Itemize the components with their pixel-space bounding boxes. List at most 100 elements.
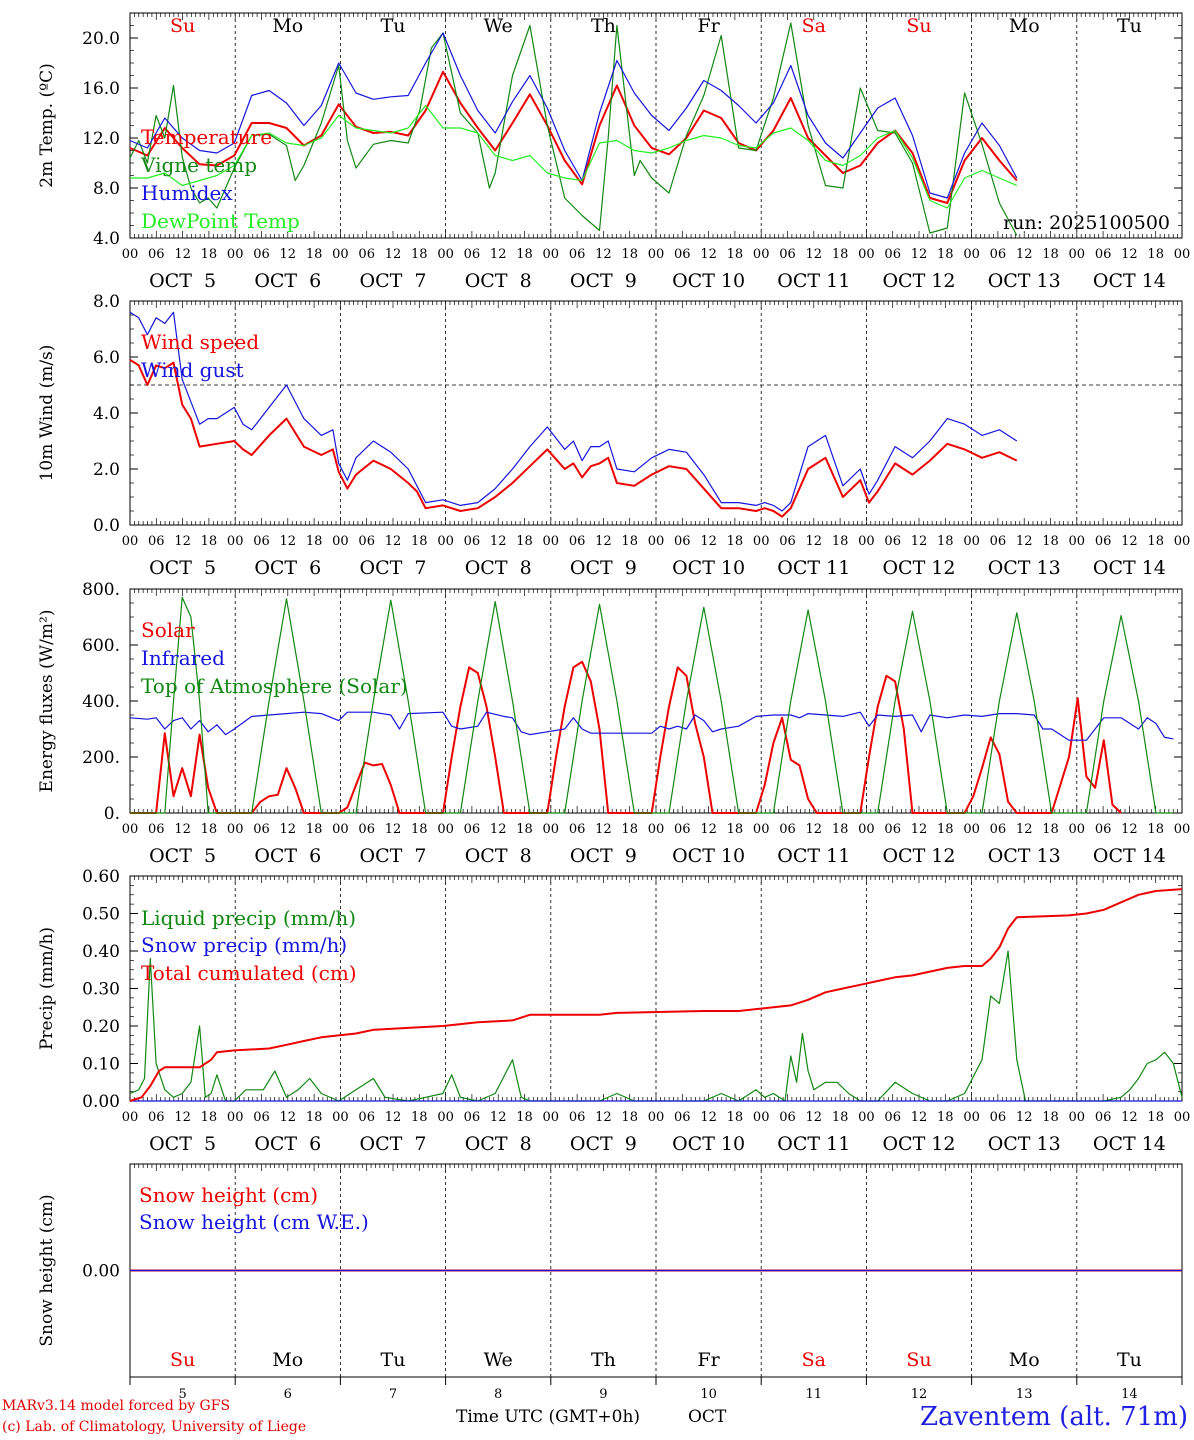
hour-tick-label: 18: [727, 822, 744, 837]
hour-tick-label: 00: [543, 247, 560, 262]
legend-entry: DewPoint Temp: [141, 209, 300, 233]
hour-tick-label: 12: [700, 247, 717, 262]
legend-entry: Wind speed: [141, 330, 259, 354]
hour-tick-label: 06: [569, 822, 586, 837]
panel-snow: 0.00 Snow height (cm) Snow height (cm) Snow…: [37, 1163, 1183, 1402]
y-axis-label: 10m Wind (m/s): [37, 345, 57, 482]
date-label: OCT 10: [672, 845, 745, 867]
date-label: OCT 5: [149, 1133, 216, 1155]
hour-tick-label: 18: [1042, 534, 1059, 549]
y-tick-label: 8.0: [93, 292, 120, 312]
hour-tick-label: 00: [858, 1110, 875, 1125]
date-label: OCT 11: [777, 270, 850, 292]
hour-tick-label: 12: [911, 822, 928, 837]
legend-entry: Total cumulated (cm): [141, 961, 357, 985]
series-line-infrared: [129, 711, 1174, 741]
hour-tick-label: 12: [1121, 822, 1138, 837]
date-number: 14: [1121, 1387, 1138, 1402]
hour-tick-label: 18: [1147, 822, 1164, 837]
hour-tick-label: 18: [306, 534, 323, 549]
hour-tick-label: 18: [832, 822, 849, 837]
hour-tick-label: 06: [779, 1110, 796, 1125]
series-line-wind-gust: [129, 311, 1018, 512]
hour-tick-label: 06: [148, 1110, 165, 1125]
hour-tick-label: 06: [569, 247, 586, 262]
y-tick-label: 16.0: [82, 79, 120, 99]
hour-tick-label: 18: [1147, 1110, 1164, 1125]
hour-tick-label: 18: [832, 1110, 849, 1125]
hour-tick-label: 18: [516, 1110, 533, 1125]
panel-wind: 8.0 6.0 4.0 2.0 0.0 10m Wind (m/s) Wind speed W…: [37, 292, 1190, 579]
series-line-total-cumulated-cm-: [129, 888, 1183, 1102]
legend-entry: Temperature: [141, 125, 272, 149]
hour-tick-label: 00: [1069, 534, 1086, 549]
y-tick-label: 4.0: [93, 229, 120, 249]
hour-tick-label: 12: [700, 1110, 717, 1125]
hour-tick-label: 06: [884, 247, 901, 262]
model-credit: MARv3.14 model forced by GFS: [2, 1398, 231, 1414]
day-name: Su: [906, 1349, 931, 1371]
hour-tick-label: 18: [937, 822, 954, 837]
hour-tick-label: 00: [437, 534, 454, 549]
hour-tick-label: 00: [1174, 822, 1191, 837]
date-label: OCT 5: [149, 845, 216, 867]
hour-tick-label: 00: [227, 1110, 244, 1125]
hour-tick-label: 12: [280, 822, 297, 837]
date-label: OCT 12: [882, 270, 955, 292]
hour-tick-label: 18: [937, 1110, 954, 1125]
hour-tick-label: 00: [332, 822, 349, 837]
hour-tick-label: 06: [569, 1110, 586, 1125]
hour-tick-label: 12: [490, 822, 507, 837]
panel-precip: 0.60 0.50 0.40 0.30 0.20 0.10 0.00 Precip (mm/h…: [37, 867, 1190, 1155]
date-number: 9: [599, 1387, 607, 1402]
date-number: 11: [806, 1387, 823, 1402]
day-name: Tu: [1117, 15, 1142, 37]
date-label: OCT 6: [254, 270, 321, 292]
legend-entry: Infrared: [141, 646, 225, 670]
hour-tick-label: 06: [253, 534, 270, 549]
hour-tick-label: 06: [884, 534, 901, 549]
hour-tick-label: 06: [884, 1110, 901, 1125]
hour-tick-label: 18: [621, 822, 638, 837]
series-line-solar: [130, 660, 1122, 814]
legend-entry: Vigne temp: [140, 153, 257, 177]
hour-tick-label: 18: [1147, 247, 1164, 262]
hour-tick-label: 00: [858, 822, 875, 837]
date-label: OCT 10: [672, 557, 745, 579]
hour-tick-label: 00: [543, 1110, 560, 1125]
hour-tick-label: 18: [201, 822, 218, 837]
day-name: Fr: [697, 15, 720, 37]
hour-tick-label: 00: [227, 247, 244, 262]
y-tick-label: 0.00: [82, 1092, 120, 1112]
date-label: OCT 9: [570, 1133, 637, 1155]
day-name: Tu: [381, 15, 406, 37]
hour-tick-label: 12: [280, 247, 297, 262]
hour-tick-label: 00: [543, 534, 560, 549]
hour-tick-label: 12: [806, 534, 823, 549]
hour-tick-label: 00: [1069, 1110, 1086, 1125]
hour-tick-label: 18: [201, 247, 218, 262]
date-number: 6: [284, 1387, 292, 1402]
legend-entry: Snow height (cm): [139, 1183, 318, 1207]
station-name: Zaventem (alt. 71m): [920, 1402, 1188, 1432]
hour-tick-label: 18: [832, 534, 849, 549]
hour-tick-label: 00: [1174, 534, 1191, 549]
hour-tick-label: 06: [1095, 822, 1112, 837]
y-tick-label: 2.0: [93, 460, 120, 480]
date-label: OCT 9: [570, 557, 637, 579]
hour-tick-label: 18: [832, 247, 849, 262]
series-line-temperature: [129, 70, 1018, 204]
hour-tick-label: 06: [358, 822, 375, 837]
hour-tick-label: 12: [385, 1110, 402, 1125]
hour-tick-label: 06: [884, 822, 901, 837]
hour-tick-label: 18: [1147, 534, 1164, 549]
hour-tick-label: 06: [1095, 534, 1112, 549]
day-name: Mo: [272, 15, 303, 37]
legend-entry: Snow height (cm W.E.): [139, 1210, 369, 1234]
day-name: Mo: [1009, 15, 1040, 37]
hour-tick-label: 12: [595, 1110, 612, 1125]
hour-tick-label: 06: [464, 247, 481, 262]
date-label: OCT 10: [672, 270, 745, 292]
hour-tick-label: 06: [1095, 247, 1112, 262]
hour-tick-label: 18: [306, 247, 323, 262]
